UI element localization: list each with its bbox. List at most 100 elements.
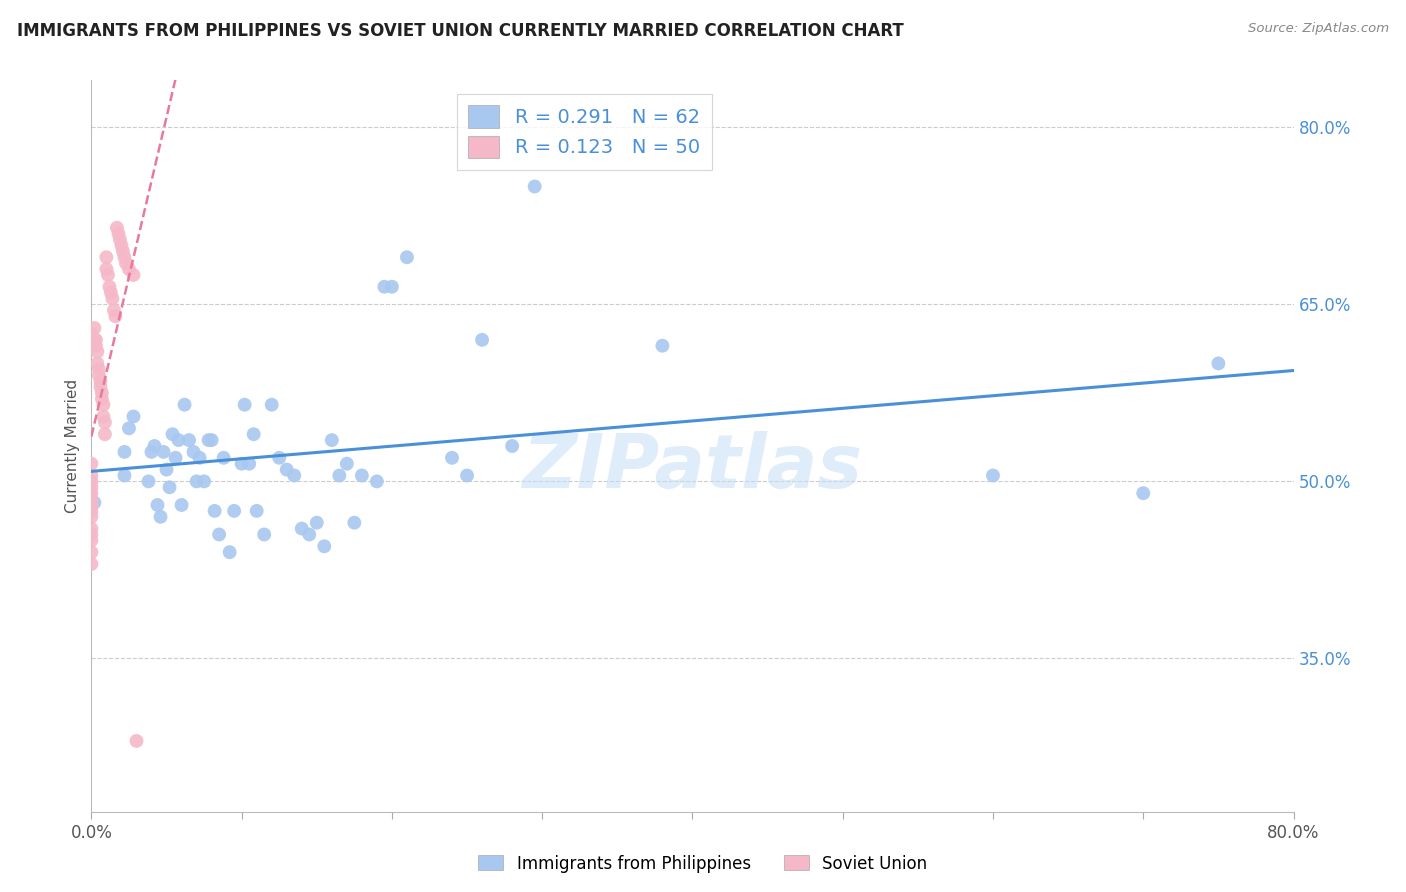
Point (212, 450, 235, 465)
Point (328, 468, 350, 483)
Legend: R = 0.291   N = 62, R = 0.123   N = 50: R = 0.291 N = 62, R = 0.123 N = 50 (457, 94, 711, 169)
Point (80, 492, 103, 507)
Point (298, 527, 321, 541)
Point (87, 368, 110, 383)
Point (97, 268, 120, 282)
Point (269, 450, 291, 465)
Point (122, 409, 145, 424)
Point (105, 220, 128, 235)
Point (98, 279, 121, 293)
Point (114, 445, 136, 459)
Point (111, 244, 134, 259)
Point (501, 439, 523, 453)
Point (125, 734, 148, 748)
Point (208, 527, 231, 541)
Point (80, 509, 103, 524)
Point (343, 516, 366, 530)
Point (456, 468, 478, 483)
Point (89, 374, 111, 388)
Point (373, 279, 395, 293)
Point (115, 256, 138, 270)
Point (149, 509, 172, 524)
Point (321, 433, 343, 447)
Point (80, 475, 103, 489)
Point (177, 433, 200, 447)
Point (90, 392, 112, 406)
Point (89, 380, 111, 394)
Point (1132, 486, 1154, 500)
Point (173, 398, 195, 412)
Point (305, 516, 328, 530)
Point (100, 285, 122, 300)
Point (84, 339, 107, 353)
Point (108, 233, 131, 247)
Point (114, 250, 136, 264)
Point (80, 533, 103, 548)
Point (80, 545, 103, 559)
Point (170, 498, 193, 512)
Point (152, 445, 174, 459)
Point (80, 486, 103, 500)
Point (260, 398, 283, 412)
Text: IMMIGRANTS FROM PHILIPPINES VS SOVIET UNION CURRENTLY MARRIED CORRELATION CHART: IMMIGRANTS FROM PHILIPPINES VS SOVIET UN… (17, 22, 904, 40)
Point (80, 457, 103, 471)
Legend: Immigrants from Philippines, Soviet Union: Immigrants from Philippines, Soviet Unio… (471, 848, 935, 880)
Y-axis label: Currently Married: Currently Married (65, 379, 80, 513)
Point (242, 427, 264, 442)
Point (188, 450, 211, 465)
Point (80, 527, 103, 541)
Point (146, 498, 169, 512)
Point (143, 439, 166, 453)
Point (231, 457, 253, 471)
Point (80, 522, 103, 536)
Point (314, 539, 336, 553)
Point (350, 468, 373, 483)
Point (80, 468, 103, 483)
Point (80, 326, 103, 341)
Point (122, 268, 145, 282)
Point (981, 468, 1004, 483)
Point (253, 527, 276, 541)
Point (84, 333, 107, 347)
Point (80, 498, 103, 512)
Point (80, 480, 103, 494)
Point (114, 468, 136, 483)
Point (103, 303, 125, 318)
Point (110, 238, 132, 252)
Point (86, 344, 108, 359)
Point (94, 416, 117, 430)
Point (233, 398, 256, 412)
Text: ZIPatlas: ZIPatlas (523, 432, 862, 505)
Point (94, 427, 117, 442)
Point (183, 445, 205, 459)
Point (162, 427, 184, 442)
Point (159, 480, 181, 494)
Point (186, 475, 208, 489)
Point (86, 356, 108, 370)
Point (218, 545, 240, 559)
Point (83, 495, 105, 509)
Point (366, 475, 388, 489)
Point (523, 179, 546, 194)
Point (93, 398, 115, 412)
Point (80, 339, 103, 353)
Point (165, 450, 187, 465)
Point (246, 504, 269, 518)
Point (336, 457, 359, 471)
Point (96, 250, 118, 264)
Point (155, 462, 177, 476)
Point (107, 227, 129, 241)
Point (291, 522, 314, 536)
Point (83, 321, 105, 335)
Point (93, 409, 115, 424)
Point (201, 433, 224, 447)
Point (80, 557, 103, 571)
Point (283, 468, 305, 483)
Point (87, 362, 110, 376)
Point (471, 333, 494, 347)
Point (80, 504, 103, 518)
Point (104, 310, 127, 324)
Point (83, 333, 105, 347)
Point (276, 462, 298, 476)
Point (118, 421, 141, 435)
